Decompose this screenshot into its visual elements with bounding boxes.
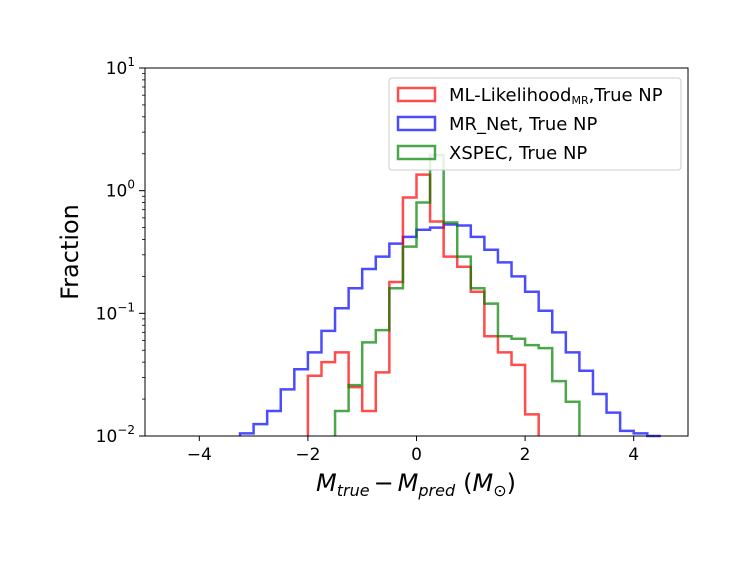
legend: ML-LikelihoodMR,True NP MR_Net, True NP …	[388, 77, 682, 171]
y-axis: 10−2 10−1 100 101	[96, 55, 145, 447]
legend-swatch-ml	[396, 86, 437, 103]
y-tick-label: 10−1	[96, 300, 135, 324]
x-axis: −4 −2 0 2 4	[187, 436, 639, 465]
plot-area	[238, 153, 661, 438]
y-tick-label: 100	[106, 178, 135, 202]
x-tick-label: 2	[520, 445, 531, 465]
x-tick-label: 4	[628, 445, 639, 465]
series-xspec	[333, 153, 581, 436]
x-tick-label: −4	[187, 445, 212, 465]
legend-label-mrnet: MR_Net, True NP	[449, 114, 597, 135]
x-tick-label: 0	[411, 445, 422, 465]
legend-label-xspec: XSPEC, True NP	[449, 143, 587, 164]
legend-label-ml: ML-LikelihoodMR,True NP	[449, 85, 663, 107]
y-axis-label: Fraction	[56, 204, 84, 300]
y-tick-label: 10−2	[96, 423, 135, 447]
legend-frame	[388, 77, 682, 171]
legend-swatch-xspec	[396, 144, 437, 161]
x-tick-label: −2	[295, 445, 320, 465]
x-axis-label: Mtrue − Mpred (M⊙)	[316, 469, 516, 500]
legend-swatch-mrnet	[396, 115, 437, 132]
legend-entry-ml: ML-LikelihoodMR,True NP	[396, 85, 663, 107]
legend-entry-xspec: XSPEC, True NP	[396, 143, 587, 164]
legend-entry-mrnet: MR_Net, True NP	[396, 114, 597, 135]
y-tick-label: 101	[106, 55, 135, 79]
series-ml	[306, 173, 540, 436]
